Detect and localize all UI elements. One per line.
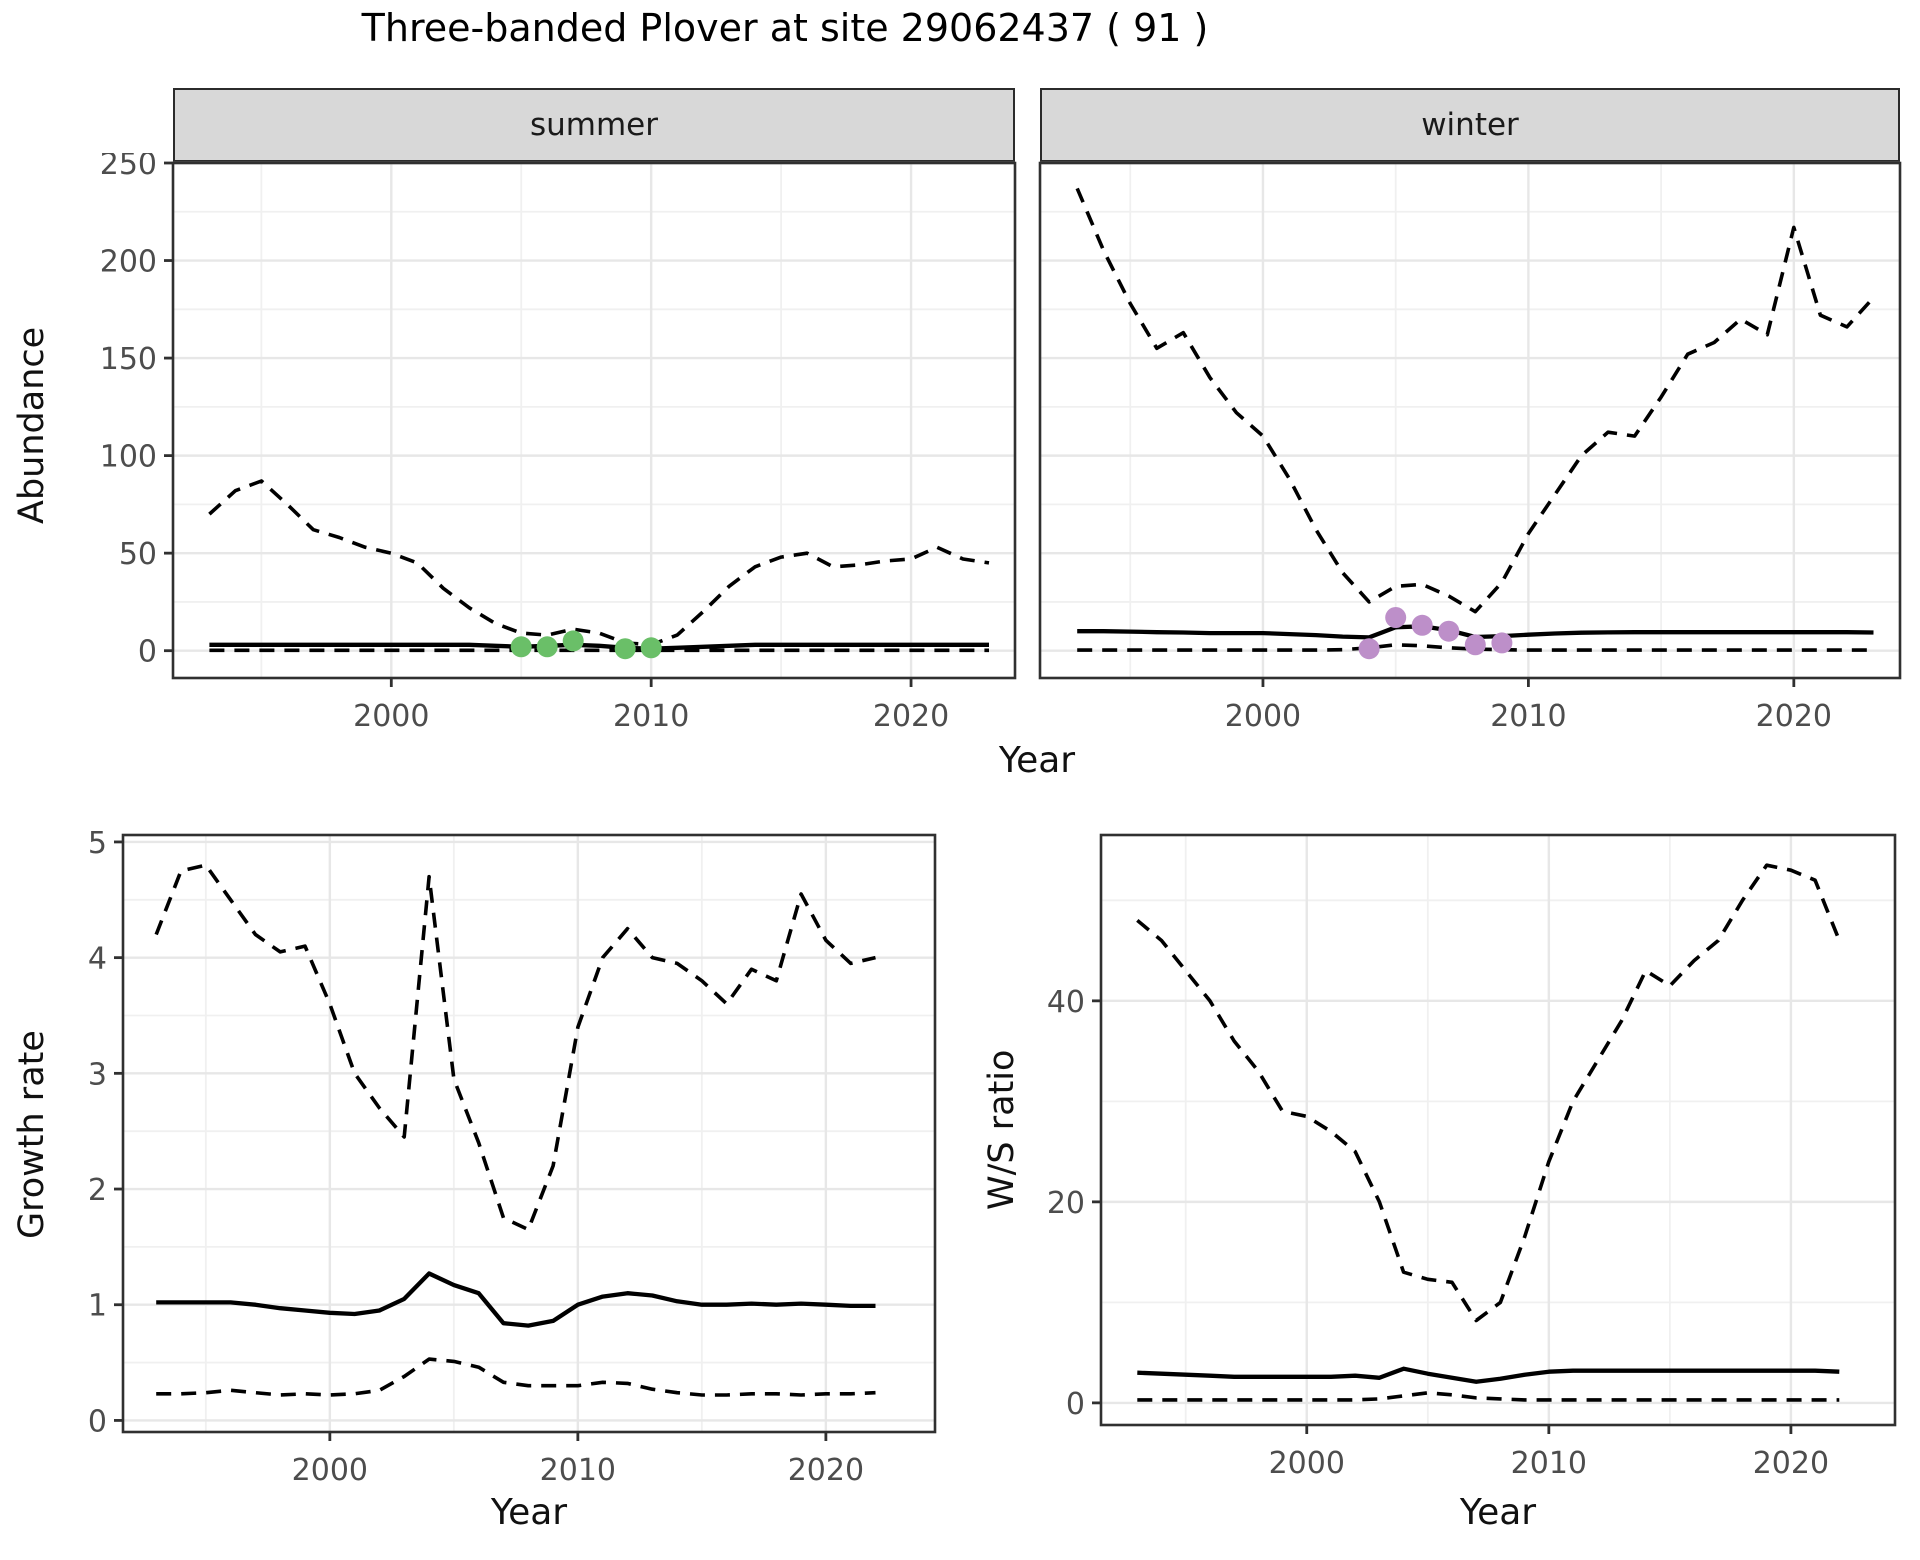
y-tick-label: 2 <box>88 1173 107 1208</box>
series-lower-95ci <box>1077 643 1874 652</box>
panel-ws-ratio: 2000 2010 2020 0 20 40 <box>993 825 1909 1505</box>
chart-svg-ws-ratio: 2000 2010 2020 0 20 40 <box>1047 833 1897 1481</box>
observation-point <box>1385 607 1407 628</box>
x-tick-label: 2000 <box>292 1453 368 1488</box>
y-tick-label: 1 <box>88 1289 107 1324</box>
panel-border <box>121 833 937 1434</box>
gridlines-major <box>123 835 935 1432</box>
gridlines-minor <box>123 835 935 1432</box>
observation-point <box>510 636 532 658</box>
x-axis-title-year-top: Year <box>998 740 1076 781</box>
series-observed-counts <box>1358 607 1513 660</box>
observation-point <box>1438 620 1460 642</box>
observation-point <box>562 630 584 652</box>
observation-point <box>1491 632 1513 654</box>
y-axis-title-ws-ratio: W/S ratio <box>982 1049 1022 1211</box>
panel-border <box>1038 161 1902 680</box>
x-tick-label: 2010 <box>540 1453 616 1488</box>
facet-strip-winter-label: winter <box>1421 107 1519 143</box>
y-tick-label: 250 <box>100 153 157 182</box>
axis-ticks-and-labels: 2000 2010 2020 <box>1225 678 1832 734</box>
series-median <box>1137 1366 1840 1384</box>
y-tick-label: 3 <box>88 1057 107 1092</box>
y-axis-title-abundance: Abundance <box>12 326 52 524</box>
x-axis-title-year-ws: Year <box>1459 1492 1537 1533</box>
y-tick-label: 4 <box>88 942 107 977</box>
gridlines-minor <box>173 163 1015 678</box>
x-tick-label: 2020 <box>1756 699 1832 734</box>
series-upper-95ci <box>208 479 990 647</box>
gridlines-major <box>173 161 1015 678</box>
series-observed-counts <box>510 630 662 660</box>
y-tick-label: 0 <box>1066 1387 1085 1422</box>
panel-abundance-summer: 2000 2010 2020 0 50 100 150 200 250 <box>65 153 1029 758</box>
series-lower-95ci <box>1137 1391 1840 1402</box>
series-median <box>209 642 989 651</box>
x-tick-label: 2000 <box>1269 1446 1345 1481</box>
gridlines-minor <box>1101 835 1895 1425</box>
y-axis-title-growth-rate: Growth rate <box>12 1030 52 1240</box>
facet-strip-summer-label: summer <box>529 107 658 143</box>
chart-title: Three-banded Plover at site 29062437 ( 9… <box>361 6 1209 50</box>
observation-point <box>640 637 662 659</box>
y-tick-label: 100 <box>100 440 157 475</box>
observation-point <box>614 638 636 660</box>
gridlines-major <box>1101 835 1895 1425</box>
axis-ticks-and-labels: 2000 2010 2020 0 50 100 150 200 250 <box>100 153 949 734</box>
facet-strip-winter: winter <box>1040 88 1900 163</box>
panel-growth-rate: 2000 2010 2020 0 1 2 3 4 5 <box>15 825 949 1512</box>
series-lower-95ci <box>156 1357 876 1397</box>
series-upper-95ci <box>1136 863 1841 1323</box>
axis-ticks-and-labels: 2000 2010 2020 0 20 40 <box>1047 985 1829 1481</box>
y-tick-label: 5 <box>88 826 107 861</box>
panel-abundance-winter: 2000 2010 2020 <box>932 153 1914 758</box>
x-tick-label: 2010 <box>613 699 689 734</box>
panel-border <box>171 161 1017 680</box>
observation-point <box>1358 638 1380 660</box>
x-tick-label: 2010 <box>1511 1446 1587 1481</box>
series-upper-95ci <box>154 863 876 1232</box>
observation-point <box>1464 634 1486 656</box>
x-tick-label: 2020 <box>788 1453 864 1488</box>
axis-ticks-and-labels: 2000 2010 2020 0 1 2 3 4 5 <box>88 826 864 1488</box>
chart-svg-abundance-winter: 2000 2010 2020 <box>1038 161 1902 734</box>
x-tick-label: 2020 <box>1753 1446 1829 1481</box>
panel-border <box>1099 833 1897 1427</box>
observation-point <box>536 636 558 658</box>
y-tick-label: 200 <box>100 245 157 280</box>
y-tick-label: 0 <box>88 1404 107 1439</box>
x-tick-label: 2000 <box>353 699 429 734</box>
gridlines-minor <box>1040 163 1900 678</box>
observation-point <box>1411 614 1433 636</box>
gridlines-major <box>1040 161 1900 678</box>
x-tick-label: 2000 <box>1225 699 1301 734</box>
y-tick-label: 0 <box>138 635 157 670</box>
x-tick-label: 2020 <box>873 699 949 734</box>
y-tick-label: 40 <box>1047 985 1085 1020</box>
x-axis-title-year-growth: Year <box>490 1492 568 1533</box>
y-tick-label: 150 <box>100 342 157 377</box>
series-upper-95ci <box>1075 187 1875 614</box>
facet-strip-summer: summer <box>173 88 1015 163</box>
chart-svg-growth-rate: 2000 2010 2020 0 1 2 3 4 5 <box>88 826 937 1488</box>
chart-svg-abundance-summer: 2000 2010 2020 0 50 100 150 200 250 <box>100 153 1017 734</box>
y-tick-label: 50 <box>119 537 157 572</box>
series-median <box>156 1271 876 1328</box>
y-tick-label: 20 <box>1047 1186 1085 1221</box>
x-tick-label: 2010 <box>1490 699 1566 734</box>
